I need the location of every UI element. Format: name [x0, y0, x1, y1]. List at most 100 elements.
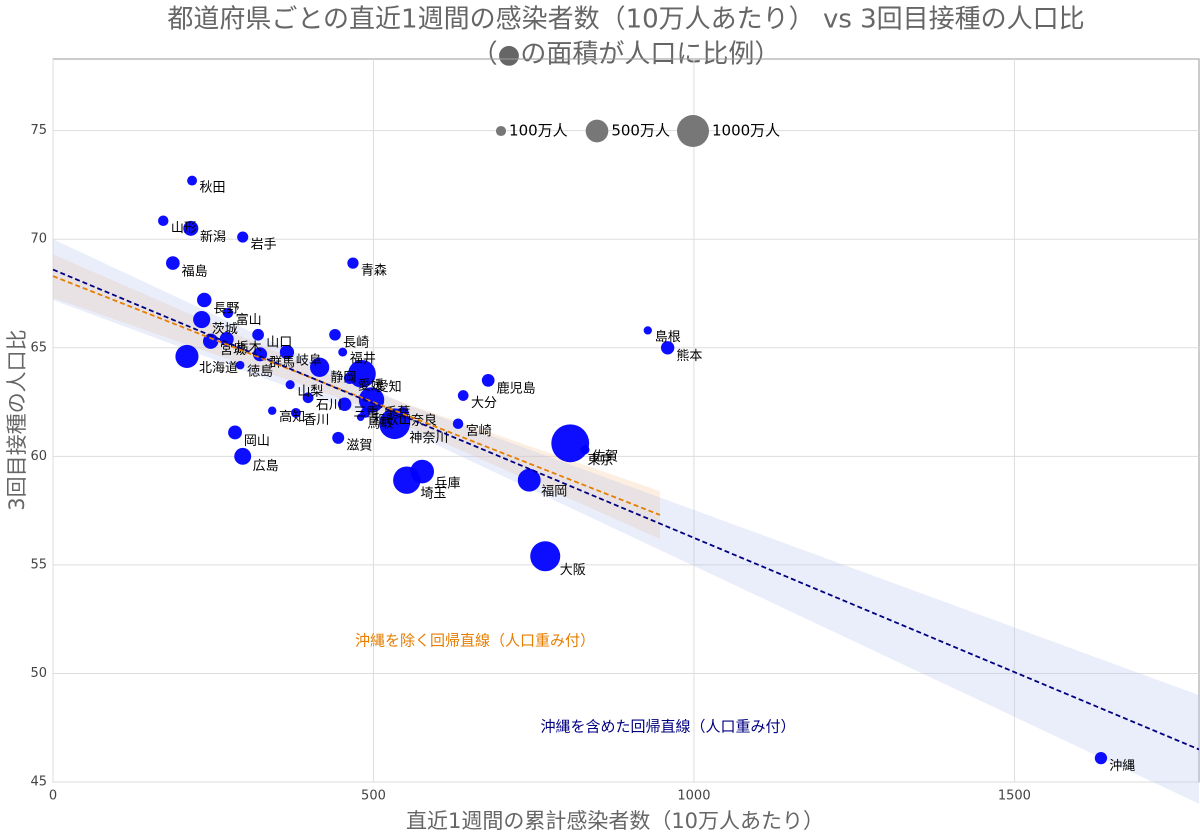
point-label: 島根 [655, 330, 681, 345]
bubble [237, 231, 249, 243]
bubble [187, 175, 198, 186]
bubble [183, 220, 199, 236]
bubble [348, 359, 376, 388]
point-label: 宮崎 [466, 423, 492, 439]
point-label: 三重 [353, 404, 379, 420]
point-label: 秋田 [200, 181, 226, 196]
bubble [302, 392, 314, 404]
confidence-band [53, 239, 1199, 804]
point-label: 東京 [587, 452, 613, 468]
bubble [337, 397, 352, 411]
bubble [252, 328, 264, 341]
point-label: 徳島 [247, 365, 273, 380]
bubble [393, 466, 421, 494]
y-tick-label: 60 [30, 449, 47, 464]
point-label: 高知 [279, 409, 305, 425]
size-legend-label: 1000万人 [712, 122, 780, 140]
bubble [219, 332, 234, 347]
point-label: 鹿児島 [497, 380, 536, 396]
size-legend-bubble [495, 125, 507, 137]
bubble [290, 407, 301, 418]
point-label: 石川 [316, 398, 342, 413]
bubble [234, 447, 252, 465]
y-tick-label: 50 [30, 666, 47, 681]
point-label: 茨城 [212, 322, 238, 337]
bubble [332, 431, 345, 444]
bubble [452, 418, 464, 429]
point-label: 兵庫 [434, 476, 460, 491]
point-label: 山口 [266, 335, 292, 350]
bubble [166, 256, 180, 270]
point-label: 山梨 [297, 384, 323, 399]
point-label: 福島 [182, 264, 208, 279]
point-label: 静岡 [330, 371, 356, 386]
size-legend-bubble [676, 114, 710, 148]
bubble [356, 413, 365, 421]
bubble [643, 326, 652, 335]
point-label: 大分 [471, 396, 497, 411]
x-tick-label: 1500 [998, 789, 1031, 804]
point-label: 岡山 [244, 434, 270, 449]
x-tick-label: 1000 [677, 789, 710, 804]
point-label: 岐阜 [296, 353, 322, 369]
bubble [267, 406, 277, 415]
y-tick-label: 65 [30, 340, 47, 355]
point-label: 山形 [171, 221, 197, 236]
point-label: 佐賀 [592, 449, 618, 464]
annotation: 沖縄を含めた回帰直線（人口重み付） [540, 718, 795, 736]
point-label: 埼玉 [420, 486, 446, 501]
y-tick-label: 70 [30, 232, 47, 247]
y-tick-label: 45 [30, 775, 47, 790]
bubble [285, 380, 295, 390]
y-tick-label: 75 [30, 123, 47, 138]
point-label: 栃木 [236, 341, 262, 356]
point-label: 鳥取 [367, 416, 393, 431]
bubble [222, 307, 234, 319]
point-label: 広島 [253, 459, 279, 474]
bubble [158, 215, 169, 226]
point-label: 北海道 [199, 361, 238, 376]
point-label: 新潟 [200, 229, 226, 245]
point-label: 宮城 [220, 342, 246, 358]
y-tick-label: 55 [30, 557, 47, 572]
point-label: 沖縄 [1109, 759, 1135, 774]
chart-subtitle: （●の面積が人口に比例） [472, 40, 781, 70]
regression-line [52, 268, 1200, 751]
bubble [481, 373, 495, 387]
point-label: 熊本 [676, 348, 702, 364]
point-label: 長野 [213, 302, 239, 317]
bubble [197, 292, 212, 308]
size-legend-label: 500万人 [611, 122, 670, 140]
point-label: 大阪 [560, 563, 586, 578]
bubble [279, 344, 295, 360]
bubble [347, 257, 359, 269]
point-label: 長崎 [343, 335, 369, 350]
point-label: 奈良 [411, 412, 437, 428]
x-tick-label: 500 [361, 789, 386, 804]
annotation: 沖縄を除く回帰直線（人口重み付） [355, 632, 595, 650]
size-legend-bubble [585, 119, 609, 143]
point-label: 愛媛 [358, 379, 384, 394]
bubble [175, 344, 199, 369]
chart-title: 都道府県ごとの直近1週間の感染者数（10万人あたり） vs 3回目接種の人口比 [167, 5, 1084, 35]
bubble [551, 424, 590, 463]
point-label: 群馬 [269, 356, 295, 371]
point-label: 和歌山 [373, 413, 412, 428]
size-legend-label: 100万人 [509, 122, 568, 140]
point-label: 青森 [361, 264, 387, 279]
point-label: 福岡 [541, 485, 567, 500]
point-label: 香川 [303, 413, 329, 428]
point-label: 愛知 [376, 379, 402, 395]
x-axis-label: 直近1週間の累計感染者数（10万人あたり） [406, 809, 824, 833]
x-tick-label: 0 [49, 789, 57, 804]
bubble [660, 341, 675, 355]
point-label: 岩手 [251, 237, 277, 252]
bubble [228, 425, 242, 440]
bubble [343, 372, 356, 384]
bubble [202, 333, 219, 349]
bubble [517, 468, 541, 492]
point-label: 福井 [350, 352, 376, 367]
y-axis-label: 3回目接種の人口比 [5, 329, 29, 510]
point-label: 滋賀 [346, 439, 372, 454]
